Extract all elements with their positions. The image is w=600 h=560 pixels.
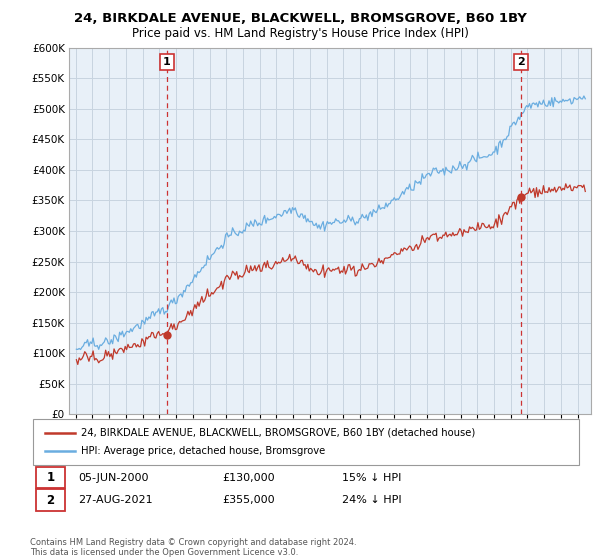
Text: 05-JUN-2000: 05-JUN-2000 [78, 473, 149, 483]
Text: 24, BIRKDALE AVENUE, BLACKWELL, BROMSGROVE, B60 1BY: 24, BIRKDALE AVENUE, BLACKWELL, BROMSGRO… [74, 12, 526, 25]
Text: 1: 1 [46, 471, 55, 484]
Text: 24% ↓ HPI: 24% ↓ HPI [342, 495, 401, 505]
Text: £130,000: £130,000 [222, 473, 275, 483]
Text: Contains HM Land Registry data © Crown copyright and database right 2024.
This d: Contains HM Land Registry data © Crown c… [30, 538, 356, 557]
Text: 2: 2 [517, 57, 525, 67]
Text: 15% ↓ HPI: 15% ↓ HPI [342, 473, 401, 483]
Text: 2: 2 [46, 493, 55, 507]
Text: HPI: Average price, detached house, Bromsgrove: HPI: Average price, detached house, Brom… [81, 446, 325, 456]
Text: Price paid vs. HM Land Registry's House Price Index (HPI): Price paid vs. HM Land Registry's House … [131, 27, 469, 40]
Text: £355,000: £355,000 [222, 495, 275, 505]
Text: 1: 1 [163, 57, 171, 67]
Text: 27-AUG-2021: 27-AUG-2021 [78, 495, 152, 505]
Text: 24, BIRKDALE AVENUE, BLACKWELL, BROMSGROVE, B60 1BY (detached house): 24, BIRKDALE AVENUE, BLACKWELL, BROMSGRO… [81, 428, 475, 438]
